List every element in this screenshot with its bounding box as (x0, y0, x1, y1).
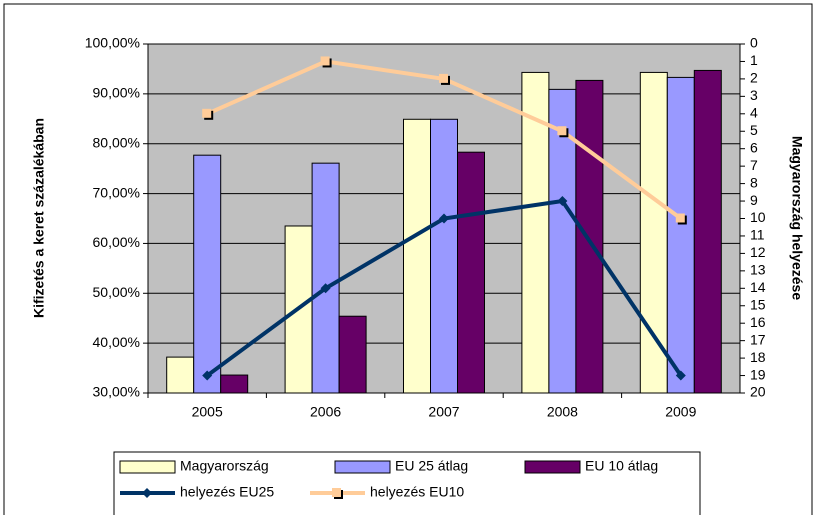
y2-tick-label: 14 (750, 279, 766, 295)
y2-tick-label: 1 (750, 52, 758, 68)
marker (202, 370, 213, 381)
marker (557, 126, 567, 136)
y2-tick-label: 6 (750, 139, 758, 155)
marker (142, 488, 152, 498)
legend-swatch (524, 460, 581, 474)
x-tick-label: 2009 (665, 404, 696, 420)
y2-tick-label: 9 (750, 192, 758, 208)
y-tick-label: 70,00% (93, 184, 140, 200)
bar (521, 71, 550, 394)
bar (639, 71, 668, 394)
y2-tick-label: 2 (750, 70, 758, 86)
y2-tick-label: 3 (750, 87, 758, 103)
bar (220, 374, 249, 394)
x-tick-label: 2005 (192, 404, 223, 420)
y2-tick-label: 15 (750, 296, 766, 312)
y-tick-label: 30,00% (93, 384, 140, 400)
bar (575, 79, 604, 394)
y2-tick-label: 13 (750, 262, 766, 278)
y2-tick-label: 18 (750, 349, 766, 365)
y2-tick-label: 20 (750, 384, 766, 400)
marker (320, 283, 331, 294)
legend (113, 451, 701, 515)
marker (439, 73, 448, 83)
y-tick-label: 60,00% (93, 234, 140, 250)
legend-label: EU 25 átlag (395, 458, 468, 474)
marker (675, 370, 686, 381)
y2-tick-label: 19 (750, 366, 766, 382)
y2-tick-label: 10 (750, 209, 766, 225)
legend-label: EU 10 átlag (585, 458, 658, 474)
bar (193, 154, 222, 394)
bar (403, 118, 431, 394)
y2-tick-label: 0 (750, 35, 758, 51)
x-tick-label: 2008 (547, 404, 578, 420)
x-tick-label: 2006 (310, 404, 341, 420)
legend-swatch (334, 460, 391, 474)
legend-swatch (119, 460, 176, 474)
y2-tick-label: 5 (750, 122, 758, 138)
marker (202, 108, 212, 118)
marker (320, 56, 330, 66)
y-tick-label: 90,00% (93, 85, 140, 101)
y2-tick-label: 4 (750, 105, 758, 121)
bar (693, 69, 722, 394)
y-tick-label: 50,00% (93, 284, 140, 300)
bar (457, 151, 485, 394)
y2-tick-label: 17 (750, 331, 766, 347)
legend-label: helyezés EU10 (370, 484, 464, 500)
marker (675, 213, 685, 223)
bar (666, 76, 695, 394)
bar (166, 356, 195, 394)
y2-tick-label: 8 (750, 174, 758, 190)
y2-tick-label: 11 (750, 227, 765, 243)
bar (430, 118, 458, 394)
x-tick-label: 2007 (428, 404, 459, 420)
y-axis-title: Kifizetés a keret százalékában (31, 118, 47, 318)
bar (338, 315, 367, 394)
marker (557, 196, 568, 207)
y2-axis-title: Magyarország helyezése (789, 136, 805, 300)
marker (332, 488, 341, 497)
marker (439, 213, 449, 224)
y-tick-label: 80,00% (93, 134, 140, 150)
y2-tick-label: 7 (750, 157, 758, 173)
legend-label: helyezés EU25 (180, 484, 274, 500)
y-tick-label: 100,00% (85, 35, 140, 51)
y2-tick-label: 12 (750, 244, 766, 260)
bar (311, 162, 340, 394)
y-tick-label: 40,00% (93, 334, 140, 350)
legend-label: Magyarország (180, 458, 269, 474)
y2-tick-label: 16 (750, 314, 766, 330)
